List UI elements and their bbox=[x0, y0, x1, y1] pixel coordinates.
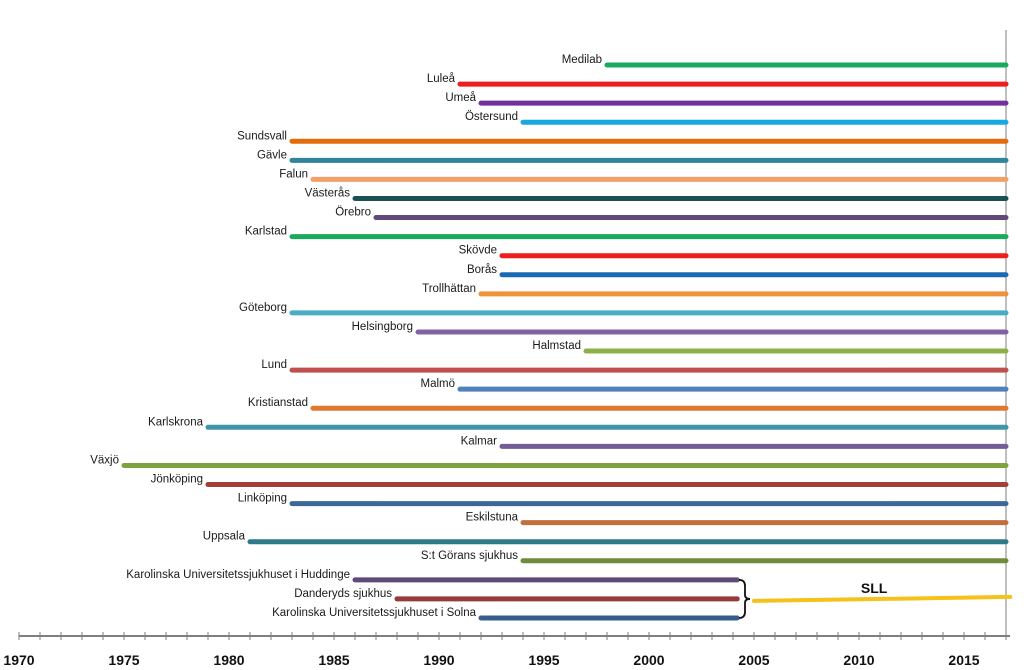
bar-label-12: Trollhättan bbox=[422, 283, 476, 295]
x-tick-label-8: 2010 bbox=[843, 652, 874, 668]
x-tick-label-7: 2005 bbox=[738, 652, 769, 668]
bar-label-18: Kristianstad bbox=[248, 397, 308, 409]
bar-label-11: Borås bbox=[467, 264, 497, 276]
x-tick-label-4: 1990 bbox=[423, 652, 454, 668]
bar-label-29: Karolinska Universitetssjukhuset i Solna bbox=[272, 607, 477, 619]
bar-label-15: Halmstad bbox=[532, 340, 581, 352]
merge-label: SLL bbox=[861, 580, 888, 596]
bar-label-14: Helsingborg bbox=[352, 321, 413, 333]
bar-label-19: Karlskrona bbox=[148, 416, 204, 428]
bar-label-10: Skövde bbox=[459, 245, 497, 257]
x-tick-label-2: 1980 bbox=[213, 652, 244, 668]
bar-label-28: Danderyds sjukhus bbox=[294, 588, 392, 600]
bar-label-20: Kalmar bbox=[461, 435, 498, 447]
bar-label-3: Östersund bbox=[465, 111, 518, 123]
x-tick-label-3: 1985 bbox=[318, 652, 349, 668]
bar-label-22: Jönköping bbox=[151, 474, 203, 486]
bar-label-1: Luleå bbox=[427, 73, 456, 85]
bar-label-13: Göteborg bbox=[239, 302, 287, 314]
bar-label-4: Sundsvall bbox=[237, 130, 287, 142]
bar-label-0: Medilab bbox=[562, 54, 602, 66]
bar-label-25: Uppsala bbox=[203, 531, 246, 543]
bar-label-26: S:t Görans sjukhus bbox=[421, 550, 518, 562]
bar-label-8: Örebro bbox=[335, 207, 371, 219]
x-tick-label-6: 2000 bbox=[633, 652, 664, 668]
x-tick-label-0: 1970 bbox=[3, 652, 34, 668]
bar-label-2: Umeå bbox=[445, 92, 476, 104]
merge-brace bbox=[738, 578, 751, 619]
bar-label-23: Linköping bbox=[238, 493, 287, 505]
x-tick-label-5: 1995 bbox=[528, 652, 559, 668]
merge-bar bbox=[752, 594, 1013, 603]
bar-label-9: Karlstad bbox=[245, 226, 287, 238]
bar-label-24: Eskilstuna bbox=[466, 512, 519, 524]
x-tick-label-9: 2015 bbox=[948, 652, 979, 668]
bar-label-6: Falun bbox=[279, 168, 308, 180]
bar-label-7: Västerås bbox=[305, 187, 351, 199]
bar-label-27: Karolinska Universitetssjukhuset i Huddi… bbox=[126, 569, 350, 581]
x-tick-label-1: 1975 bbox=[108, 652, 139, 668]
bar-label-16: Lund bbox=[261, 359, 287, 371]
bar-label-21: Växjö bbox=[90, 454, 119, 466]
bar-label-17: Malmö bbox=[420, 378, 455, 390]
bar-label-5: Gävle bbox=[257, 149, 287, 161]
